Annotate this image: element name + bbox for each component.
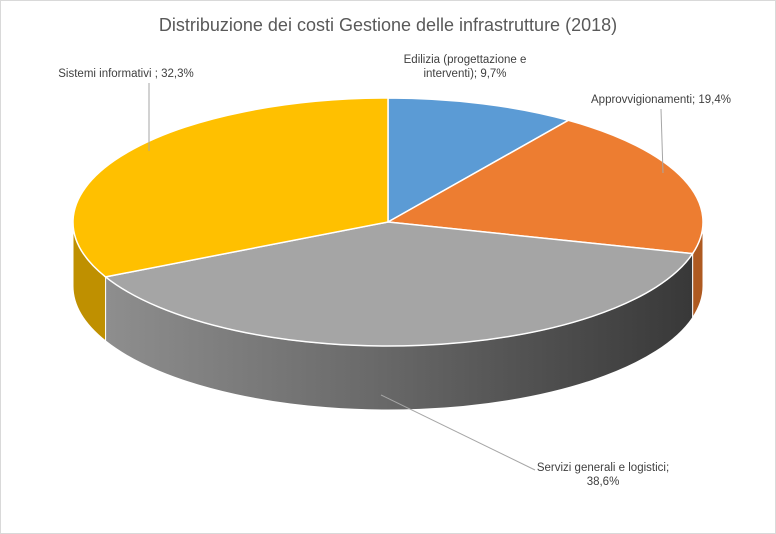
pie-slices — [72, 97, 704, 347]
data-labels: Edilizia (progettazione e interventi); 9,… — [58, 54, 731, 488]
data-label-line: 38,6% — [587, 476, 620, 488]
data-label-line: interventi); 9,7% — [423, 68, 506, 80]
pie-slice-servizi-generali-e-logistici — [103, 221, 694, 347]
pie-slice-approvvigionamenti — [385, 119, 704, 255]
pie-slice-sistemi-informativi — [72, 97, 389, 278]
data-label-sistemi-informativi: Sistemi informativi ; 32,3% — [58, 68, 194, 80]
data-label-approvvigionamenti: Approvvigionamenti; 19,4% — [591, 94, 731, 106]
data-label-servizi-generali-e-logistici: Servizi generali e logistici; 38,6% — [537, 462, 669, 488]
pie-slice-edilizia-progettazione-e-interventi — [387, 97, 571, 224]
data-label-line: Edilizia (progettazione e — [404, 54, 527, 66]
data-label-line: Servizi generali e logistici; — [537, 462, 669, 474]
leader-line-approvvigionamenti — [660, 108, 664, 174]
leader-line-servizi-generali-e-logistici — [380, 394, 536, 471]
chart-title: Distribuzione dei costi Gestione delle i… — [159, 15, 617, 35]
data-label-edilizia-progettazione-e-interventi: Edilizia (progettazione e interventi); 9,… — [404, 54, 527, 80]
data-label-line: Sistemi informativi ; 32,3% — [58, 68, 194, 80]
data-label-line: Approvvigionamenti; 19,4% — [591, 94, 731, 106]
leader-lines — [148, 83, 664, 471]
